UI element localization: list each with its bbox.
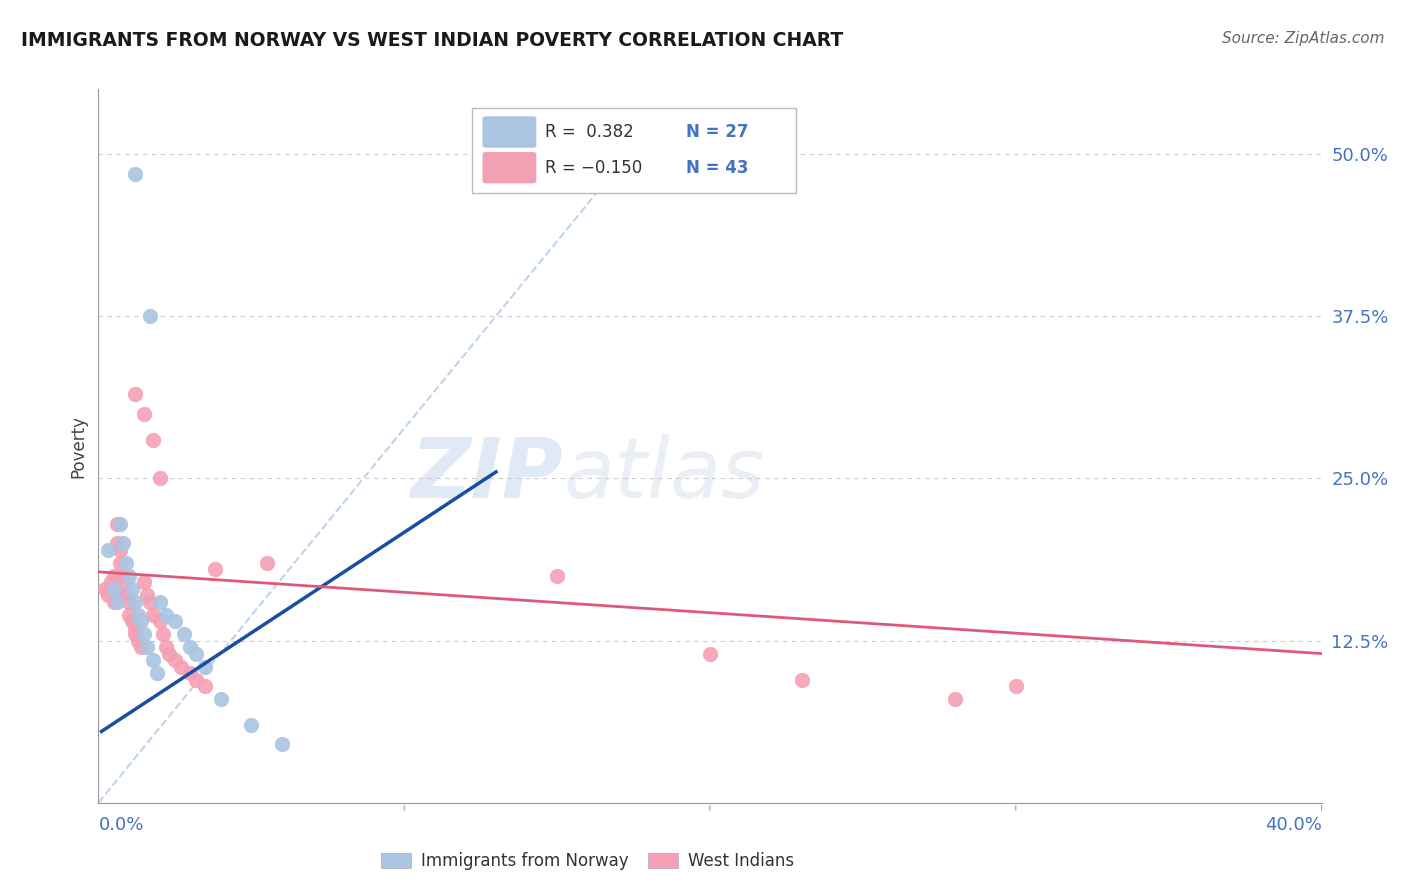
- Point: [134, 407, 156, 421]
- Point: [139, 310, 162, 324]
- Point: [194, 679, 217, 693]
- Point: [105, 536, 128, 550]
- Point: [163, 614, 186, 628]
- Point: [209, 692, 232, 706]
- Point: [129, 614, 152, 628]
- Point: [124, 627, 146, 641]
- Point: [100, 575, 122, 590]
- Text: R =  0.382: R = 0.382: [546, 123, 634, 141]
- FancyBboxPatch shape: [482, 152, 536, 184]
- Point: [118, 607, 141, 622]
- Point: [97, 542, 120, 557]
- Point: [790, 673, 813, 687]
- Point: [163, 653, 186, 667]
- Point: [124, 595, 146, 609]
- Point: [1004, 679, 1026, 693]
- Point: [118, 595, 141, 609]
- Point: [142, 653, 165, 667]
- Point: [155, 607, 177, 622]
- Point: [105, 595, 128, 609]
- Text: N = 27: N = 27: [686, 123, 748, 141]
- Point: [699, 647, 721, 661]
- Point: [179, 640, 201, 654]
- Point: [111, 582, 134, 596]
- Point: [170, 659, 193, 673]
- Point: [121, 582, 143, 596]
- Point: [103, 582, 125, 596]
- Point: [105, 516, 128, 531]
- Point: [115, 556, 138, 570]
- Point: [179, 666, 201, 681]
- Text: ZIP: ZIP: [411, 434, 564, 515]
- FancyBboxPatch shape: [471, 109, 796, 193]
- Point: [186, 647, 208, 661]
- Text: R = −0.150: R = −0.150: [546, 159, 643, 177]
- Point: [142, 607, 165, 622]
- Point: [115, 588, 138, 602]
- Point: [93, 582, 115, 596]
- Point: [127, 633, 149, 648]
- Point: [111, 536, 134, 550]
- Point: [118, 568, 141, 582]
- Point: [186, 673, 208, 687]
- Point: [136, 640, 159, 654]
- Point: [943, 692, 966, 706]
- Point: [155, 640, 177, 654]
- Point: [240, 718, 263, 732]
- Point: [157, 647, 180, 661]
- Point: [270, 738, 292, 752]
- Point: [108, 556, 131, 570]
- Point: [134, 627, 156, 641]
- Point: [139, 595, 162, 609]
- Point: [136, 588, 159, 602]
- Point: [124, 621, 146, 635]
- Point: [173, 627, 195, 641]
- Point: [108, 516, 131, 531]
- Point: [103, 595, 125, 609]
- Point: [124, 387, 146, 401]
- Point: [121, 614, 143, 628]
- Point: [124, 167, 146, 181]
- Point: [142, 433, 165, 447]
- Point: [194, 659, 217, 673]
- Point: [111, 568, 134, 582]
- Text: 0.0%: 0.0%: [98, 816, 143, 834]
- Point: [149, 614, 172, 628]
- FancyBboxPatch shape: [482, 116, 536, 148]
- Text: N = 43: N = 43: [686, 159, 748, 177]
- Legend: Immigrants from Norway, West Indians: Immigrants from Norway, West Indians: [374, 846, 801, 877]
- Point: [127, 607, 149, 622]
- Point: [256, 556, 278, 570]
- Text: atlas: atlas: [564, 434, 765, 515]
- Point: [149, 471, 172, 485]
- Y-axis label: Poverty: Poverty: [69, 415, 87, 477]
- Point: [145, 666, 167, 681]
- Point: [97, 588, 120, 602]
- Point: [134, 575, 156, 590]
- Point: [108, 542, 131, 557]
- Text: Source: ZipAtlas.com: Source: ZipAtlas.com: [1222, 31, 1385, 46]
- Point: [103, 568, 125, 582]
- Point: [204, 562, 226, 576]
- Text: IMMIGRANTS FROM NORWAY VS WEST INDIAN POVERTY CORRELATION CHART: IMMIGRANTS FROM NORWAY VS WEST INDIAN PO…: [21, 31, 844, 50]
- Point: [149, 595, 172, 609]
- Point: [129, 640, 152, 654]
- Point: [152, 627, 174, 641]
- Point: [546, 568, 568, 582]
- Text: 40.0%: 40.0%: [1265, 816, 1322, 834]
